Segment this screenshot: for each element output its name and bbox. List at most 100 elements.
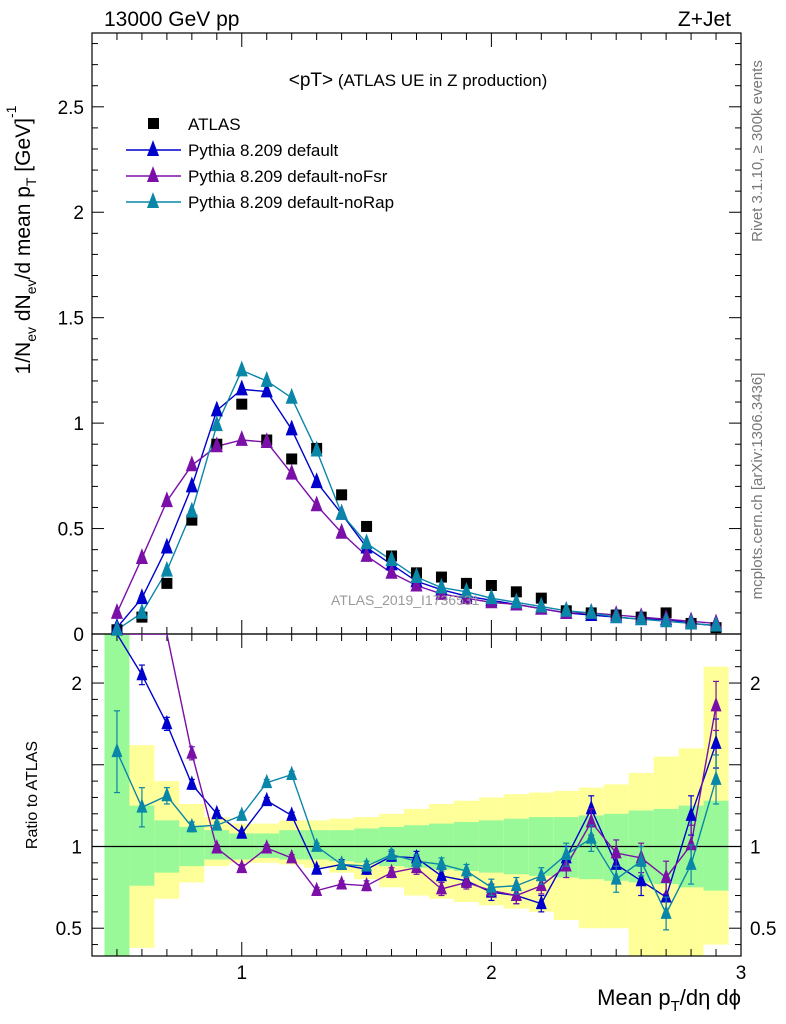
- legend-label-atlas: ATLAS: [188, 115, 241, 134]
- ratio-point-pythia-8-209-default-norap: [361, 857, 373, 872]
- ratio-point-pythia-8-209-default-nofsr: [361, 876, 373, 892]
- point-pythia-8-209-default-norap: [385, 550, 398, 567]
- legend-label-pythia-8-209-default-nofsr: Pythia 8.209 default-noFsr: [188, 167, 388, 186]
- point-pythia-8-209-default: [260, 381, 273, 398]
- legend-marker-pythia-8-209-default: [146, 140, 160, 156]
- ratio-point-pythia-8-209-default-norap: [186, 817, 198, 833]
- point-atlas: [161, 577, 173, 589]
- ratio-xlabel: Mean pT/dη dϕ: [597, 985, 741, 1015]
- rivet-version-label: Rivet 3.1.10, ≥ 300k events: [749, 60, 766, 242]
- point-atlas: [236, 398, 248, 410]
- point-pythia-8-209-default-norap: [685, 613, 698, 630]
- point-pythia-8-209-default-norap: [510, 592, 523, 609]
- ratio-point-pythia-8-209-default: [236, 824, 248, 839]
- main-ytick-label: 0.5: [58, 520, 84, 541]
- main-ytick-label: 2: [73, 203, 84, 224]
- ratio-ytick-label-right: 2: [750, 674, 761, 695]
- ratio-point-pythia-8-209-default-nofsr: [460, 873, 472, 888]
- ratio-point-pythia-8-209-default-nofsr: [660, 868, 672, 883]
- point-pythia-8-209-default-norap: [485, 588, 498, 605]
- ratio-ytick-label-left: 0.5: [56, 919, 82, 940]
- ratio-point-pythia-8-209-default-nofsr: [211, 839, 223, 854]
- header-process-label: Z+Jet: [678, 8, 731, 31]
- point-pythia-8-209-default-norap: [410, 567, 423, 584]
- ratio-point-pythia-8-209-default-norap: [560, 845, 572, 861]
- ratio-xtick-label: 2: [486, 963, 497, 984]
- ratio-point-pythia-8-209-default: [286, 806, 298, 821]
- ratio-point-pythia-8-209-default-norap: [685, 855, 697, 870]
- point-pythia-8-209-default-norap: [260, 371, 273, 387]
- point-pythia-8-209-default-nofsr: [285, 463, 298, 480]
- ratio-point-pythia-8-209-default: [435, 866, 447, 882]
- point-pythia-8-209-default-norap: [709, 615, 723, 632]
- ratio-point-pythia-8-209-default-nofsr: [610, 844, 622, 859]
- mcplots-label: mcplots.cern.ch [arXiv:1306.3436]: [749, 373, 766, 600]
- ratio-point-pythia-8-209-default-nofsr: [261, 839, 273, 854]
- point-pythia-8-209-default-norap: [635, 609, 648, 626]
- data-points: [110, 360, 723, 931]
- ratio-point-pythia-8-209-default-norap: [660, 904, 672, 919]
- point-pythia-8-209-default-norap: [185, 501, 198, 518]
- point-pythia-8-209-default: [160, 537, 173, 554]
- point-atlas: [286, 453, 298, 465]
- point-pythia-8-209-default-nofsr: [135, 548, 148, 565]
- ratio-point-pythia-8-209-default-nofsr: [685, 835, 697, 851]
- ratio-point-pythia-8-209-default-norap: [485, 878, 497, 893]
- point-pythia-8-209-default-norap: [660, 611, 673, 628]
- ratio-point-pythia-8-209-default-norap: [635, 852, 647, 867]
- point-pythia-8-209-default: [185, 476, 198, 493]
- ratio-point-pythia-8-209-default-norap: [211, 816, 223, 831]
- ratio-xtick-label: 1: [236, 963, 247, 984]
- point-pythia-8-209-default-norap: [460, 581, 473, 598]
- ratio-point-pythia-8-209-default-norap: [136, 798, 148, 813]
- ratio-ytick-label-right: 0.5: [750, 919, 776, 940]
- point-pythia-8-209-default-nofsr: [185, 455, 198, 472]
- ratio-uncertainty-band: [104, 634, 729, 956]
- point-pythia-8-209-default-nofsr: [210, 436, 223, 453]
- point-pythia-8-209-default: [210, 400, 223, 417]
- main-ylabel: 1/Nev dNev/d mean pT [GeV]-1: [3, 105, 39, 374]
- ratio-point-pythia-8-209-default-norap: [435, 855, 447, 870]
- ratio-point-pythia-8-209-default: [710, 734, 722, 749]
- ratio-point-pythia-8-209-default-norap: [460, 862, 472, 877]
- point-pythia-8-209-default-nofsr: [110, 603, 124, 619]
- ratio-ytick-label-left: 1: [71, 837, 82, 858]
- point-pythia-8-209-default-nofsr: [310, 495, 323, 512]
- point-pythia-8-209-default-nofsr: [335, 522, 348, 539]
- point-pythia-8-209-default-nofsr: [410, 575, 423, 592]
- point-atlas: [361, 520, 373, 532]
- point-atlas: [186, 514, 198, 526]
- point-atlas: [485, 579, 497, 591]
- ratio-point-pythia-8-209-default-nofsr: [435, 879, 447, 895]
- main-ytick-label: 1.5: [58, 309, 84, 330]
- point-pythia-8-209-default-nofsr: [360, 546, 373, 562]
- point-pythia-8-209-default: [310, 472, 323, 489]
- point-pythia-8-209-default: [235, 379, 248, 396]
- ratio-point-pythia-8-209-default: [161, 714, 173, 730]
- ratio-point-pythia-8-209-default-nofsr: [710, 696, 722, 712]
- ratio-ytick-label-right: 1: [750, 837, 761, 858]
- main-ytick-label: 0: [73, 625, 84, 646]
- ratio-point-pythia-8-209-default: [660, 888, 672, 903]
- point-pythia-8-209-default-norap: [160, 560, 173, 577]
- point-pythia-8-209-default-norap: [335, 503, 348, 520]
- ratio-point-pythia-8-209-default: [186, 775, 198, 790]
- point-pythia-8-209-default-norap: [535, 596, 548, 613]
- ratio-xtick-label: 3: [736, 963, 747, 984]
- ratio-point-pythia-8-209-default: [311, 860, 323, 875]
- point-pythia-8-209-default-norap: [360, 533, 373, 550]
- ratio-point-pythia-8-209-default-norap: [710, 770, 722, 785]
- legend-marker-pythia-8-209-default-norap: [146, 192, 160, 208]
- ratio-point-pythia-8-209-default: [136, 665, 148, 681]
- ratio-point-pythia-8-209-default: [685, 806, 697, 821]
- ratio-point-pythia-8-209-default-nofsr: [286, 848, 298, 864]
- main-ytick-label: 1: [73, 414, 84, 435]
- point-atlas: [435, 571, 447, 583]
- legend-marker-atlas: [148, 118, 159, 129]
- point-pythia-8-209-default-norap: [110, 619, 124, 636]
- point-pythia-8-209-default-norap: [210, 415, 223, 432]
- ratio-point-pythia-8-209-default-nofsr: [186, 744, 198, 759]
- ratio-point-pythia-8-209-default-norap: [411, 852, 422, 867]
- point-pythia-8-209-default-norap: [560, 600, 573, 617]
